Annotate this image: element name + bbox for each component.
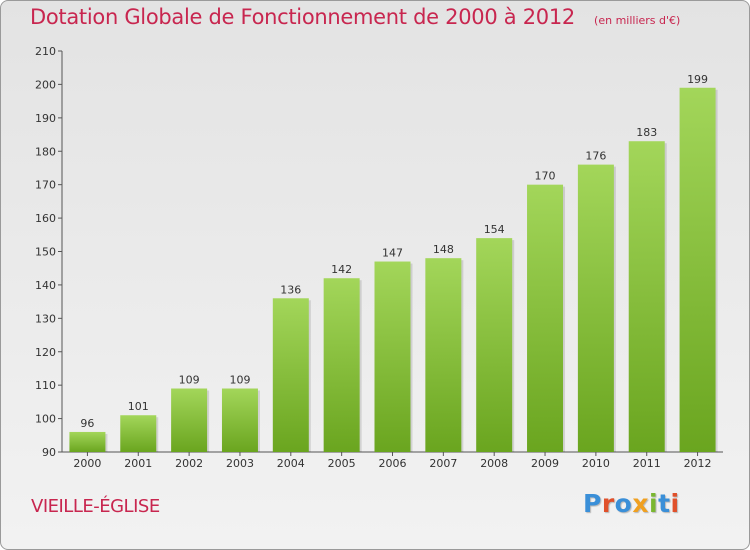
logo-letter: t — [658, 489, 671, 518]
x-tick-label: 2006 — [379, 457, 407, 470]
data-label: 170 — [535, 170, 556, 183]
y-tick-label: 160 — [35, 212, 56, 225]
bar — [425, 258, 462, 452]
bars — [69, 87, 718, 452]
bar — [120, 415, 157, 452]
commune-name: VIEILLE-ÉGLISE — [31, 496, 160, 517]
logo-letter: x — [632, 489, 649, 518]
x-tick-label: 2003 — [226, 457, 254, 470]
x-tick-label: 2005 — [328, 457, 356, 470]
data-label: 136 — [280, 283, 301, 296]
x-tick-label: 2007 — [429, 457, 457, 470]
bar — [527, 184, 564, 452]
bar — [221, 388, 258, 452]
x-tick-label: 2009 — [531, 457, 559, 470]
x-tick-label: 2010 — [582, 457, 610, 470]
data-label: 96 — [80, 417, 94, 430]
data-label: 176 — [585, 150, 606, 163]
data-label: 154 — [484, 223, 505, 236]
y-tick-label: 120 — [35, 346, 56, 359]
x-tick-label: 2012 — [684, 457, 712, 470]
bar — [69, 431, 106, 452]
y-tick-label: 110 — [35, 379, 56, 392]
x-tick-label: 2004 — [277, 457, 305, 470]
y-tick-label: 100 — [35, 413, 56, 426]
bar — [323, 278, 360, 452]
title-row: Dotation Globale de Fonctionnement de 20… — [30, 5, 680, 29]
proxiti-logo[interactable]: Proxiti — [583, 489, 680, 518]
labels: 2000 96 2001 101 2002 109 2003 109 2004 136 2005 14… — [73, 73, 711, 470]
logo-letter: i — [670, 489, 680, 518]
data-label: 109 — [229, 374, 250, 387]
x-tick-label: 2001 — [124, 457, 152, 470]
y-tick-label: 90 — [42, 446, 56, 459]
axes: 90 100 110 120 130 140 150 160 170 180 190 200 210 — [35, 45, 723, 459]
bar — [171, 388, 208, 452]
x-tick-label: 2008 — [480, 457, 508, 470]
data-label: 101 — [128, 400, 149, 413]
bar — [476, 238, 513, 452]
data-label: 109 — [179, 374, 200, 387]
bar — [374, 261, 411, 452]
y-tick-label: 150 — [35, 246, 56, 259]
data-label: 199 — [687, 73, 708, 86]
bar — [628, 141, 665, 452]
logo-letter: o — [614, 489, 633, 518]
data-label: 183 — [636, 126, 657, 139]
logo-letter: i — [649, 489, 659, 518]
data-label: 147 — [382, 247, 403, 260]
data-label: 148 — [433, 243, 454, 256]
x-tick-label: 2002 — [175, 457, 203, 470]
y-tick-label: 140 — [35, 279, 56, 292]
data-label: 142 — [331, 263, 352, 276]
bar — [577, 164, 614, 452]
y-tick-label: 190 — [35, 112, 56, 125]
bar — [679, 87, 716, 452]
logo-letter: r — [601, 489, 615, 518]
y-tick-label: 200 — [35, 78, 56, 91]
chart-subtitle: (en milliers d'€) — [594, 14, 681, 27]
bar — [272, 298, 309, 452]
y-tick-label: 180 — [35, 145, 56, 158]
y-tick-label: 170 — [35, 179, 56, 192]
y-tick-label: 130 — [35, 312, 56, 325]
logo-letter: P — [583, 489, 602, 518]
x-tick-label: 2000 — [73, 457, 101, 470]
x-tick-label: 2011 — [633, 457, 661, 470]
y-tick-label: 210 — [35, 45, 56, 58]
chart-title: Dotation Globale de Fonctionnement de 20… — [30, 5, 575, 29]
